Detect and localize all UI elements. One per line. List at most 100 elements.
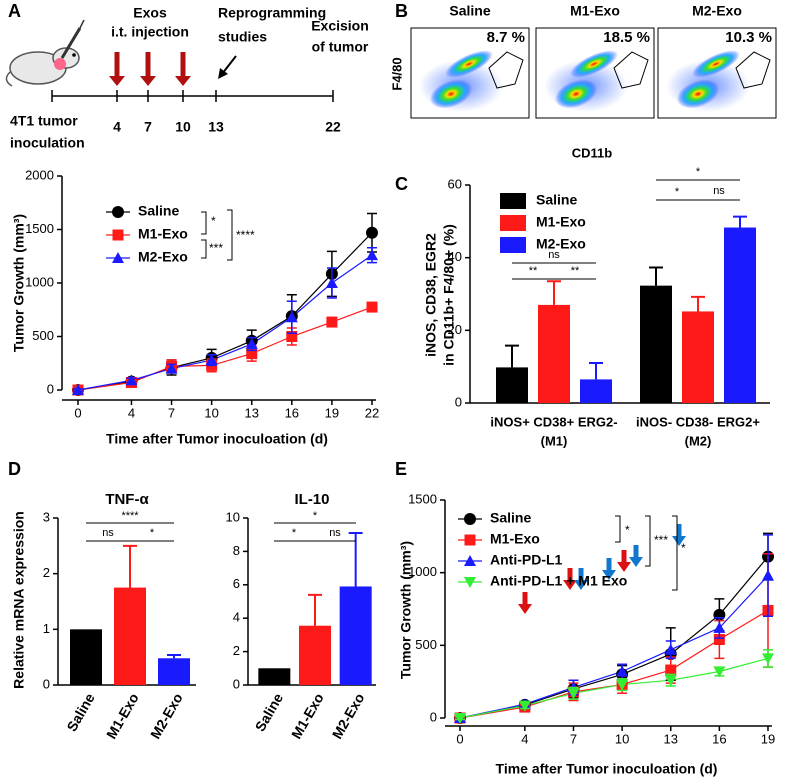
bar [682, 311, 714, 403]
y-tick-label: 1500 [408, 491, 437, 506]
significance-label: ** [571, 265, 580, 277]
x-tick-label: 16 [285, 405, 299, 420]
marker [567, 688, 580, 700]
y-tick-label: 2 [233, 643, 240, 658]
series-line [77, 232, 373, 391]
series-line [77, 254, 373, 391]
legend-label: M1-Exo [536, 214, 586, 230]
significance-label: ns [713, 185, 725, 197]
significance-bracket [201, 239, 207, 259]
marker [464, 577, 476, 588]
legend-label: Saline [138, 203, 179, 219]
y-tick-label: 0 [43, 676, 50, 691]
gate [488, 51, 524, 89]
x-tick-label: iNOS+ CD38+ ERG2- [490, 414, 617, 429]
bar [724, 227, 756, 403]
x-tick-label: M2-Exo [147, 690, 186, 741]
x-tick-label: 10 [615, 731, 629, 746]
significance-bracket [201, 211, 207, 235]
arrow-head [109, 76, 125, 86]
legend-label: Saline [536, 192, 577, 208]
significance-label: **** [236, 228, 255, 242]
x-tick-label: iNOS- CD38- ERG2+ [636, 414, 760, 429]
marker [165, 362, 178, 374]
y-axis-label: Tumor Growth (mm³) [11, 214, 27, 352]
significance-label: * [625, 523, 630, 537]
day-label: 22 [325, 119, 341, 135]
legend-label: Anti-PD-L1 [490, 552, 563, 568]
significance-label: ns [548, 249, 560, 261]
marker [762, 569, 774, 581]
arrow-head [672, 536, 686, 546]
series-line [459, 575, 769, 719]
injection-arrows [518, 524, 686, 614]
error-bar [589, 362, 603, 380]
y-tick-label: 500 [32, 328, 54, 343]
cell-cluster [570, 50, 618, 78]
bar [70, 629, 102, 685]
y-tick-label: 500 [415, 637, 437, 652]
day-label: 13 [208, 119, 224, 135]
marker [326, 316, 338, 328]
x-tick-label: 4 [521, 731, 528, 746]
significance-label: ns [329, 527, 341, 539]
significance-bracket [227, 209, 233, 261]
schematic-label: Exos [133, 5, 167, 21]
x-tick-sublabel: (M2) [685, 433, 712, 448]
legend-label: M1-Exo [138, 226, 188, 242]
panel-label: E [395, 459, 407, 479]
marker [464, 534, 476, 546]
marker [464, 513, 476, 525]
significance-label: * [211, 214, 216, 228]
x-tick-label: 4 [128, 405, 135, 420]
day-label: 10 [175, 119, 191, 135]
x-tick-label: 19 [325, 405, 339, 420]
y-tick-label: 1500 [25, 221, 54, 236]
significance-bracket [615, 515, 621, 543]
significance-label: * [696, 166, 701, 178]
bar [580, 379, 612, 403]
panel-label: D [8, 459, 21, 479]
marker [245, 337, 258, 349]
cell-cluster [676, 79, 720, 109]
bar [339, 586, 372, 685]
x-axis-label: Time after Tumor inoculoation (d) [106, 431, 328, 447]
sample-title: Saline [449, 3, 490, 19]
y-tick-label: 10 [226, 509, 240, 524]
marker [112, 206, 124, 218]
marker [125, 374, 138, 386]
x-tick-label: 13 [244, 405, 258, 420]
x-tick-label: 7 [168, 405, 175, 420]
y-tick-label: 0 [430, 709, 437, 724]
marker [246, 348, 258, 360]
x-axis-label: CD11b [572, 145, 613, 160]
marker [366, 301, 378, 313]
significance-label: * [292, 527, 297, 539]
x-tick-label: 7 [570, 731, 577, 746]
error-bar [505, 344, 519, 368]
legend-label: M2-Exo [138, 249, 188, 265]
chart-title: TNF-α [105, 491, 149, 508]
reprogramming-arrow [221, 55, 237, 75]
x-tick-label: 0 [74, 405, 81, 420]
marker [366, 249, 378, 261]
x-tick-label: 13 [664, 731, 678, 746]
arrow-head [140, 76, 156, 86]
significance-label: * [313, 510, 318, 522]
significance-label: ns [102, 527, 114, 539]
panel-label: A [8, 1, 21, 21]
significance-bracket [672, 515, 678, 591]
arrow-head [617, 562, 631, 572]
y-tick-label: 0 [233, 676, 240, 691]
bar [640, 285, 672, 403]
y-axis-label: iNOS, CD38, EGR2 [423, 233, 439, 357]
x-tick-label: 19 [761, 731, 775, 746]
bar [114, 587, 146, 685]
arrow-head [175, 76, 191, 86]
bar [496, 367, 528, 403]
x-tick-label: M2-Exo [329, 690, 368, 741]
x-tick-label: Saline [63, 690, 98, 734]
y-tick-label: 1 [43, 621, 50, 636]
y-axis-label: F4/80 [389, 57, 404, 90]
